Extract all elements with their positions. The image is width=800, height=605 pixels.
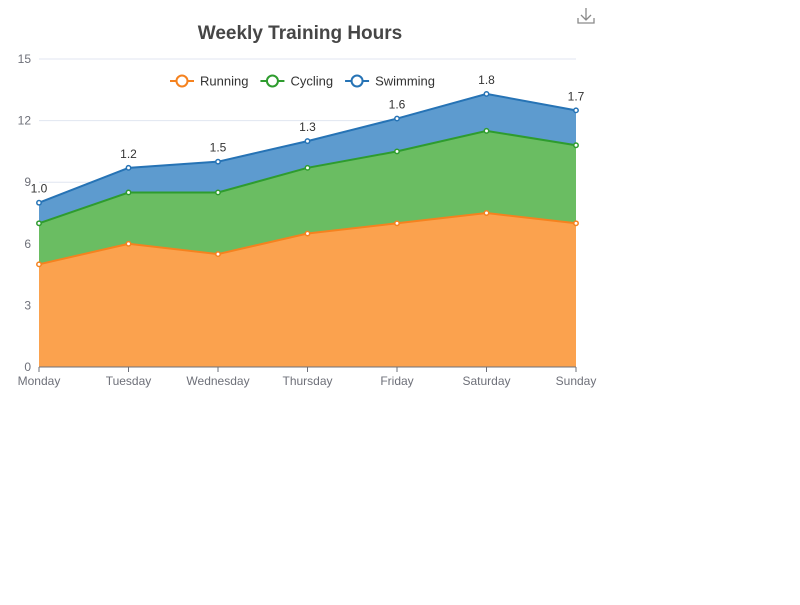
swimming-point [304,138,311,145]
swimming-point [483,90,490,97]
legend-item-swimming: Swimming [345,74,435,89]
cycling-point [394,148,400,155]
download-icon[interactable] [577,8,595,24]
y-tick-label: 12 [18,114,32,128]
running-point [394,220,400,227]
legend-marker [350,74,364,88]
running-point [215,251,221,258]
y-tick-label: 9 [24,175,31,189]
cycling-point [36,220,42,227]
cycling-point [483,127,490,134]
swimming-point [125,164,132,171]
y-tick-label: 3 [24,298,31,312]
running-area [39,213,576,367]
running-point [304,230,311,237]
data-label: 1.3 [299,120,316,134]
running-point [36,261,42,268]
data-label: 1.6 [389,98,406,112]
swimming-point [215,158,221,165]
running-point [483,210,490,216]
x-tick-label: Wednesday [186,374,249,388]
cycling-point [215,189,221,196]
data-label: 1.8 [478,73,495,87]
chart-title: Weekly Training Hours [198,23,402,44]
legend-label: Swimming [375,74,435,89]
y-tick-label: 15 [18,52,32,66]
y-tick-label: 0 [24,360,31,374]
x-tick-label: Friday [380,374,413,388]
data-label: 1.0 [31,182,48,196]
data-labels: 1.0 1.2 1.5 1.3 1.6 1.8 1.7 [31,73,585,196]
x-tick-label: Monday [18,374,61,388]
swimming-area [39,93,576,224]
legend-label: Running [200,74,248,89]
legend: Running Cycling Swimming [170,74,435,89]
running-point [573,220,579,227]
swimming-point [573,107,579,114]
data-label: 1.7 [568,89,585,103]
x-tick-label: Saturday [462,374,510,388]
y-tick-label: 6 [24,237,31,251]
legend-label: Cycling [290,74,333,89]
legend-marker [265,74,279,88]
x-tick-label: Sunday [556,374,597,388]
axes: 0 3 6 9 12 15 Monday Tuesday Wednesday Thursday Fr… [18,52,597,388]
legend-item-running: Running [170,74,248,89]
swimming-point [394,115,400,122]
cycling-point [125,189,132,196]
x-tick-label: Thursday [282,374,332,388]
swimming-point [36,199,42,206]
x-tick-label: Tuesday [106,374,152,388]
cycling-point [304,164,311,171]
running-point [125,240,132,247]
data-label: 1.5 [210,141,227,155]
data-label: 1.2 [120,147,137,161]
cycling-point [573,142,579,149]
cycling-area [39,130,576,265]
legend-marker [175,74,189,88]
legend-item-cycling: Cycling [260,74,333,89]
area-fills [39,93,576,367]
data-points [36,90,579,268]
